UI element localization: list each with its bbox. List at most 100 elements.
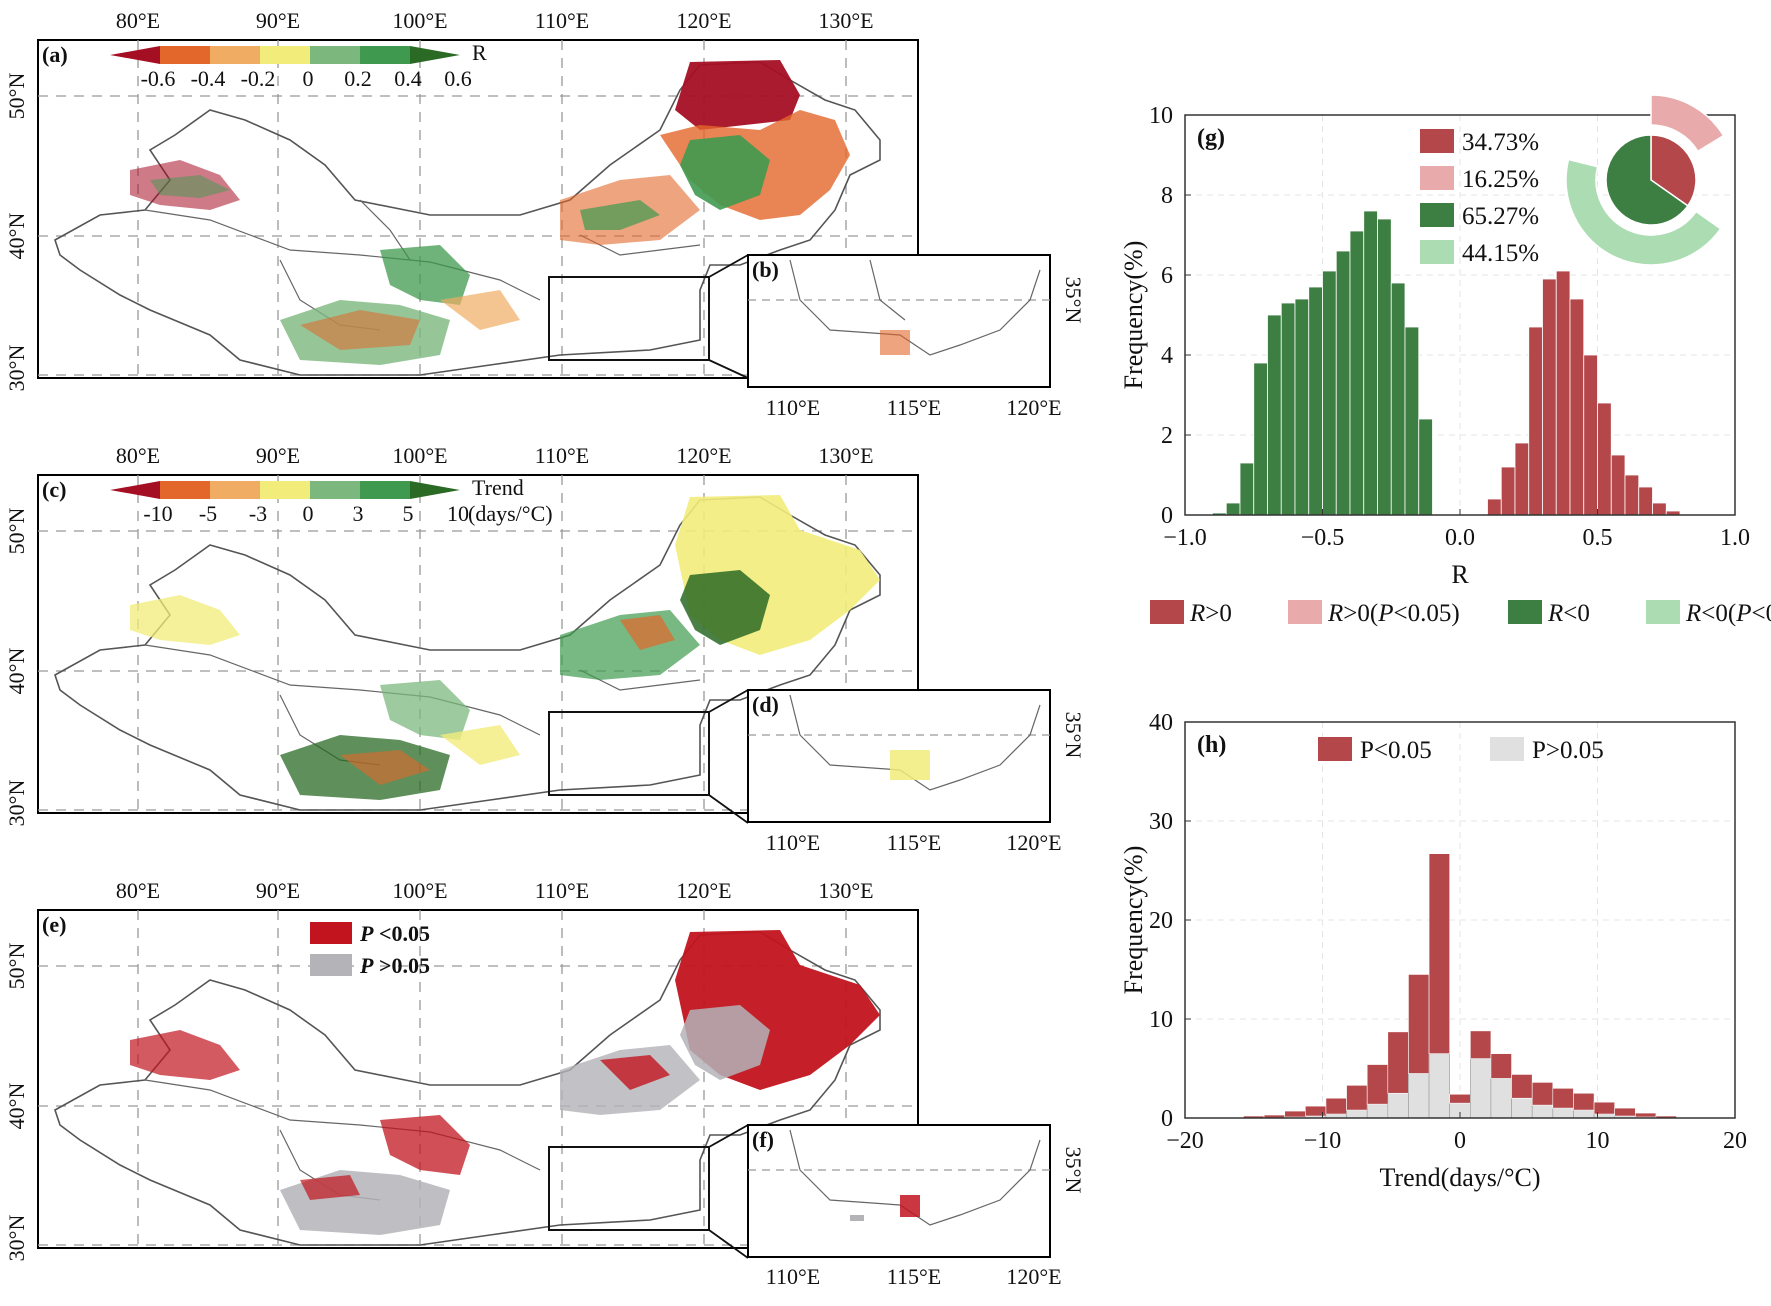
colorbar-segment <box>210 481 260 499</box>
panel-tag: (e) <box>42 912 66 937</box>
legend-swatch <box>1150 600 1184 624</box>
pie-legend-label: 34.73% <box>1462 129 1539 156</box>
lon-label: 90°E <box>256 443 300 468</box>
map-panel-e: 80°E 90°E 100°E 110°E 120°E 130°E 50°N 4… <box>4 878 1086 1289</box>
legend-label: P >0.05 <box>359 953 430 978</box>
inset-lon-label: 110°E <box>766 1264 820 1289</box>
legend-label-part: P <box>1735 600 1751 627</box>
hist-bar-non-significant <box>1552 1107 1574 1119</box>
inset-tag: (d) <box>752 692 779 717</box>
colorbar-segment <box>310 46 360 64</box>
y-tick-label: 30 <box>1149 809 1173 835</box>
colorbar-segment <box>360 481 410 499</box>
colorbar-tick-label: 0.4 <box>394 66 422 91</box>
hist-bar-negative-r <box>1404 326 1420 516</box>
legend-swatch <box>1288 600 1322 624</box>
colorbar-unit: (days/°C) <box>468 501 553 526</box>
y-axis-title: Frequency(%) <box>1119 846 1148 995</box>
hist-bar-negative-r <box>1239 462 1255 516</box>
legend-label-part: P<0.05 <box>1360 737 1432 764</box>
lat-label: 40°N <box>4 213 29 260</box>
hist-bar-positive-r <box>1555 270 1571 516</box>
donut-arc-positive-significant <box>1650 94 1725 153</box>
inset-lon-label: 120°E <box>1006 830 1061 855</box>
panel-tag: (c) <box>42 477 66 502</box>
lon-tick-labels: 80°E 90°E 100°E 110°E 120°E 130°E <box>116 878 874 903</box>
y-tick-label: 8 <box>1161 183 1173 209</box>
y-tick-label: 6 <box>1161 263 1173 289</box>
colorbar-extend-low <box>110 481 160 499</box>
map-data-pixels <box>130 60 850 365</box>
x-tick-label: −20 <box>1166 1128 1204 1154</box>
hist-bar-significant <box>1387 1031 1409 1094</box>
colorbar-segment <box>360 46 410 64</box>
lat-label: 30°N <box>4 780 29 827</box>
x-tick-label: 1.0 <box>1720 525 1750 551</box>
lon-label: 130°E <box>818 443 873 468</box>
lon-label: 100°E <box>392 443 447 468</box>
inset-connector <box>708 689 749 713</box>
x-tick-label: −0.5 <box>1301 525 1345 551</box>
legend-label-part: R <box>1685 600 1701 627</box>
lon-label: 90°E <box>256 8 300 33</box>
colorbar-extend-low <box>110 46 160 64</box>
hist-bar-significant <box>1428 853 1450 1054</box>
x-tick-label: −10 <box>1304 1128 1342 1154</box>
panel-tag: (h) <box>1197 732 1226 758</box>
colorbar-tick-label: -0.2 <box>241 66 276 91</box>
inset-connector <box>708 794 749 824</box>
map-data-pixels <box>130 930 880 1235</box>
x-axis-title: Trend(days/°C) <box>1379 1163 1540 1192</box>
colorbar-tick-label: -0.6 <box>141 66 176 91</box>
legend-label: P <0.05 <box>359 921 430 946</box>
map-panel-a: 80°E 90°E 100°E 110°E 120°E 130°E 50°N 4… <box>4 8 1086 420</box>
lon-tick-labels: 80°E 90°E 100°E 110°E 120°E 130°E <box>116 8 874 33</box>
legend-label-rest: >0.05 <box>373 953 430 978</box>
legend-label-part: R <box>1189 600 1205 627</box>
y-tick-label: 0 <box>1161 503 1173 529</box>
lat-label: 40°N <box>4 648 29 695</box>
colorbar-tick-label: 3 <box>353 501 364 526</box>
donut-arc-negative-significant <box>1565 158 1722 266</box>
lon-label: 80°E <box>116 878 160 903</box>
hist-bar-non-significant <box>1366 1103 1389 1119</box>
hist-bar-negative-r <box>1349 230 1365 516</box>
hist-bar-positive-r <box>1597 402 1612 516</box>
hist-bar-positive-r <box>1583 354 1598 516</box>
hist-bar-positive-r <box>1514 442 1530 516</box>
hist-bar-significant <box>1346 1085 1368 1111</box>
lat-label: 50°N <box>4 73 29 120</box>
inset-lon-label: 110°E <box>766 395 820 420</box>
lat-label: 40°N <box>4 1083 29 1130</box>
legend-label-var: P <box>359 921 374 946</box>
inset-lat-label: 35°N <box>1061 712 1086 759</box>
x-tick-label: 10 <box>1586 1128 1610 1154</box>
colorbar-tick-label: -10 <box>143 501 172 526</box>
colorbar-tick-label: -3 <box>249 501 267 526</box>
y-axis-title: Frequency(%) <box>1119 241 1148 390</box>
hist-bar-non-significant <box>1470 1058 1492 1119</box>
inset-connector <box>708 1124 749 1148</box>
x-tick-label: 0.5 <box>1583 525 1613 551</box>
colorbar-tick-label: 0.6 <box>444 66 472 91</box>
colorbar-segment <box>310 481 360 499</box>
hist-bar-negative-r <box>1294 298 1310 516</box>
legend-label-var: P <box>359 953 374 978</box>
colorbar-tick-label: -0.4 <box>191 66 226 91</box>
inset-selection-box <box>548 1146 710 1231</box>
legend-label: R>0(P<0.05) <box>1327 600 1460 627</box>
inset-selection-box <box>548 276 710 361</box>
legend-label-part: R <box>1547 600 1563 627</box>
legend-label-part: >0 <box>1205 600 1232 627</box>
hist-bar-negative-r <box>1335 250 1351 516</box>
inset-frame <box>747 254 1051 388</box>
hist-bar-significant <box>1531 1082 1554 1106</box>
hist-bar-negative-r <box>1253 362 1268 516</box>
colorbar-tick-label: 0.2 <box>344 66 372 91</box>
pie-legend-swatch <box>1420 240 1454 264</box>
lat-label: 30°N <box>4 1215 29 1262</box>
inset-frame <box>747 1124 1051 1258</box>
hist-bar-positive-r <box>1652 502 1667 516</box>
